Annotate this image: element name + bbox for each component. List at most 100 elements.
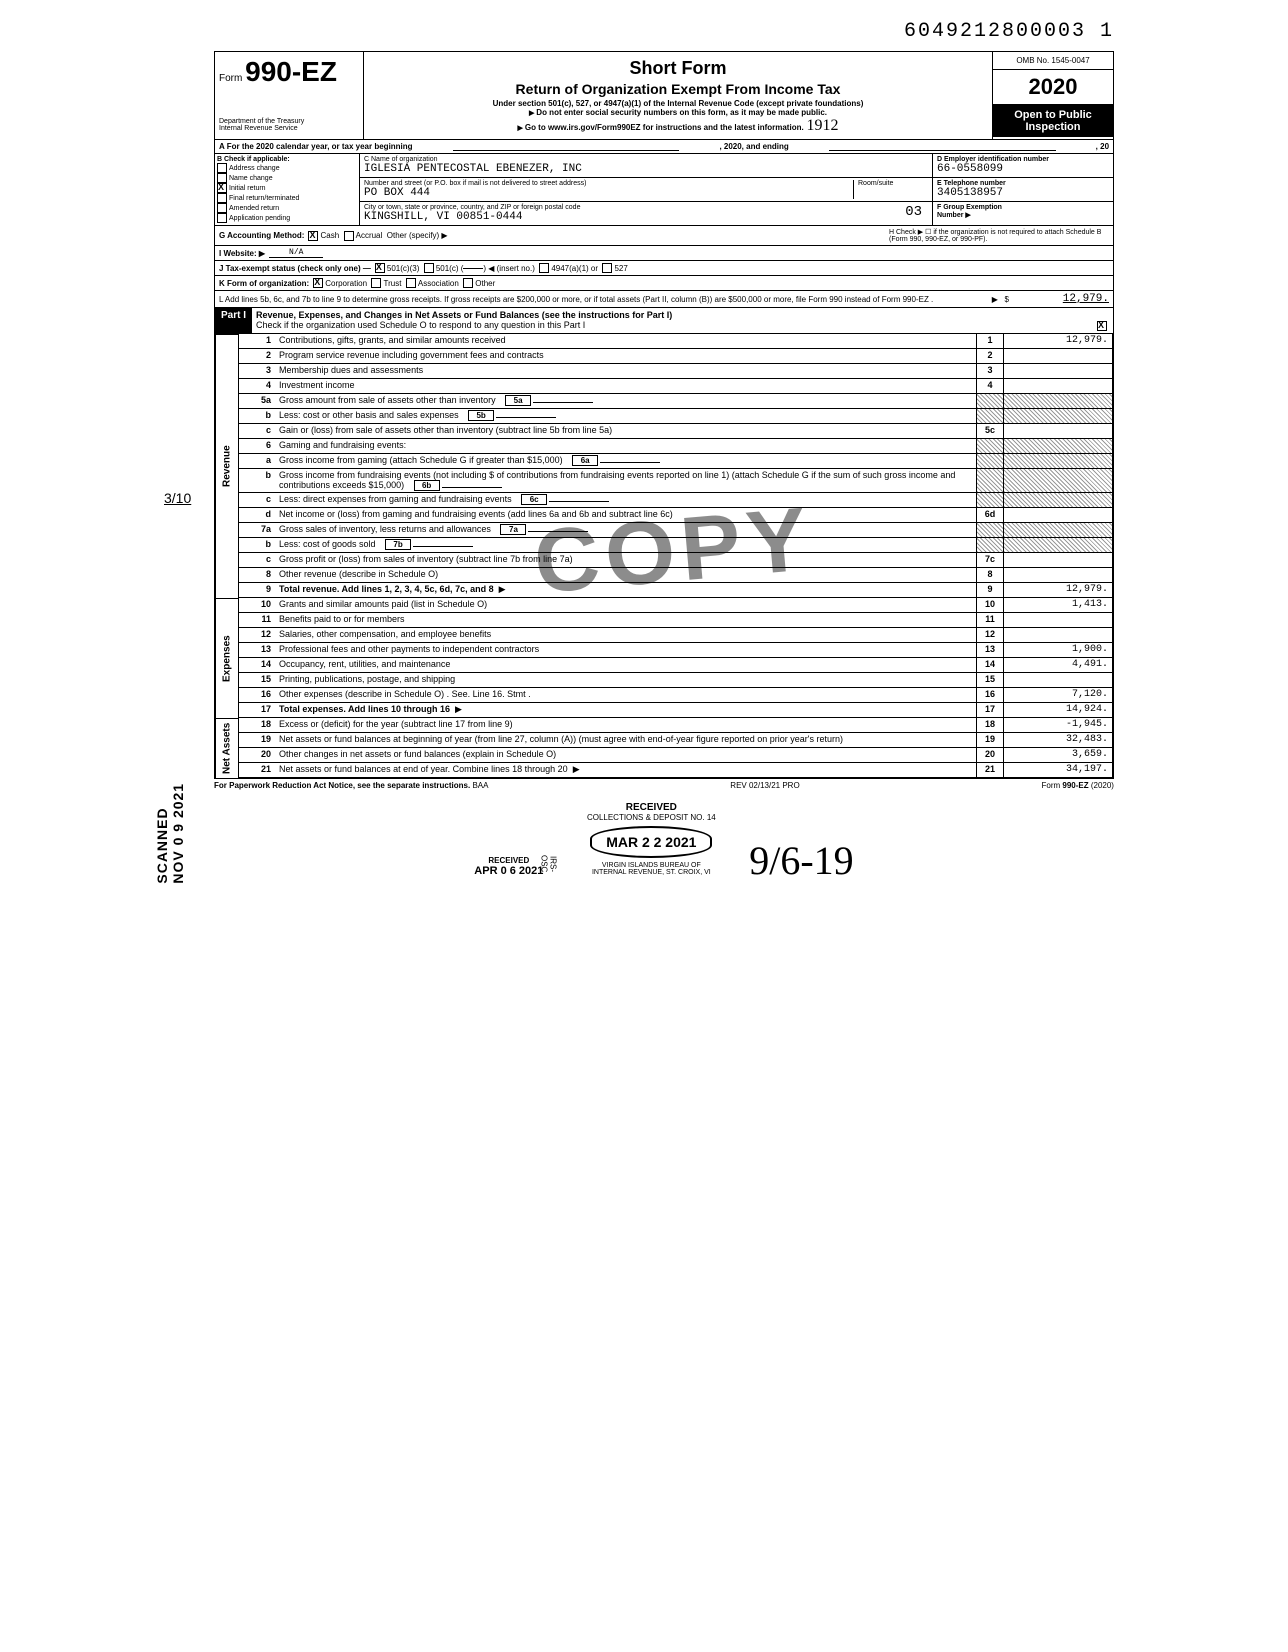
501c3-checkbox[interactable] [375,263,385,273]
b-checkbox-label: Application pending [229,215,290,222]
netassets-section: Net Assets 18Excess or (deficit) for the… [214,718,1114,778]
corp-checkbox[interactable] [313,278,323,288]
checkbox-row: Amended return [217,203,357,213]
line-number: 17 [239,703,277,717]
4947-checkbox[interactable] [539,263,549,273]
line-box-num: 19 [976,733,1004,747]
section-bcd: B Check if applicable: Address changeNam… [214,154,1114,226]
form-line: 6Gaming and fundraising events: [238,439,1113,454]
line-amount [1004,379,1112,393]
line-description: Professional fees and other payments to … [277,643,976,657]
line-amount: 7,120. [1004,688,1112,702]
line-amount: 1,413. [1004,598,1112,612]
line-number: c [239,493,277,507]
line-box-num: 2 [976,349,1004,363]
527-checkbox[interactable] [602,263,612,273]
paperwork-notice: For Paperwork Reduction Act Notice, see … [214,781,470,790]
schedule-o-checkbox[interactable] [1097,321,1107,331]
line-box-shaded [976,469,1004,492]
501c-checkbox[interactable] [424,263,434,273]
line-number: c [239,553,277,567]
form-line: 8Other revenue (describe in Schedule O)8 [238,568,1113,583]
b-checkbox[interactable] [217,203,227,213]
netassets-vlabel: Net Assets [215,718,238,778]
column-d-ids: D Employer identification number 66-0558… [932,154,1113,225]
line-number: 10 [239,598,277,612]
line-description: Gross sales of inventory, less returns a… [277,523,976,537]
line-box-num: 14 [976,658,1004,672]
line-amount: 14,924. [1004,703,1112,717]
year-suffix: 20 [1053,74,1077,99]
scanned-stamp: SCANNED NOV 0 9 2021 [154,780,186,884]
line-box-shaded [976,538,1004,552]
line-box-num: 17 [976,703,1004,717]
line-number: b [239,538,277,552]
line-description: Benefits paid to or for members [277,613,976,627]
line-number: 15 [239,673,277,687]
form-line: 2Program service revenue including gover… [238,349,1113,364]
line-description: Gross income from gaming (attach Schedul… [277,454,976,468]
line-box-num: 16 [976,688,1004,702]
line-description: Excess or (deficit) for the year (subtra… [277,718,976,732]
line-amount: -1,945. [1004,718,1112,732]
line-number: 16 [239,688,277,702]
line-box-num: 1 [976,334,1004,348]
line-number: 6 [239,439,277,453]
line-description: Gross income from fundraising events (no… [277,469,976,492]
line-amount [1004,628,1112,642]
tel-label: E Telephone number [937,180,1109,187]
other-method-label: Other (specify) ▶ [387,231,448,240]
line-description: Other revenue (describe in Schedule O) [277,568,976,582]
group-label2: Number ▶ [937,211,1109,219]
rev-date: REV 02/13/21 PRO [730,781,799,790]
accrual-checkbox[interactable] [344,231,354,241]
org-name-label: C Name of organization [364,156,928,163]
form-line: 4Investment income4 [238,379,1113,394]
line-amount [1004,673,1112,687]
line-description: Less: cost of goods sold 7b [277,538,976,552]
line-box-num: 21 [976,763,1004,777]
line-amount: 12,979. [1004,334,1112,348]
ssn-warning: Do not enter social security numbers on … [372,108,984,117]
part-1-header-row: Part I Revenue, Expenses, and Changes in… [214,308,1114,334]
cash-checkbox[interactable] [308,231,318,241]
line-box-num: 3 [976,364,1004,378]
line-number: b [239,409,277,423]
trust-checkbox[interactable] [371,278,381,288]
tel-value: 3405138957 [937,187,1109,199]
4947-label: 4947(a)(1) or [551,264,598,273]
row-i-website: I Website: ▶ N/A [214,246,1114,261]
assoc-checkbox[interactable] [406,278,416,288]
b-checkbox[interactable] [217,163,227,173]
form-line: 9Total revenue. Add lines 1, 2, 3, 4, 5c… [238,583,1113,598]
form-line: cLess: direct expenses from gaming and f… [238,493,1113,508]
form-line: 21Net assets or fund balances at end of … [238,763,1113,778]
revenue-vlabel: Revenue [215,334,238,598]
line-description: Contributions, gifts, grants, and simila… [277,334,976,348]
form-line: 15Printing, publications, postage, and s… [238,673,1113,688]
line-description: Total revenue. Add lines 1, 2, 3, 4, 5c,… [277,583,976,597]
website-label: I Website: ▶ [219,249,265,258]
b-checkbox[interactable] [217,213,227,223]
b-checkbox-label: Initial return [229,185,266,192]
line-amount-shaded [1004,394,1112,408]
row-a-end: , 20 [1096,142,1109,151]
line-box-num: 11 [976,613,1004,627]
line-number: 12 [239,628,277,642]
line-amount-shaded [1004,493,1112,507]
b-checkbox[interactable] [217,193,227,203]
trust-label: Trust [383,279,401,288]
line-number: d [239,508,277,522]
baa-label: BAA [472,781,488,790]
b-checkbox[interactable] [217,183,227,193]
other-org-checkbox[interactable] [463,278,473,288]
line-amount [1004,553,1112,567]
line-box-shaded [976,454,1004,468]
h-schedule-b-note: H Check ▶ ☐ if the organization is not r… [889,228,1109,243]
line-amount [1004,364,1112,378]
accrual-label: Accrual [356,231,383,240]
open-public-1: Open to Public [995,109,1111,121]
line-description: Net assets or fund balances at end of ye… [277,763,976,777]
line-number: b [239,469,277,492]
line-description: Occupancy, rent, utilities, and maintena… [277,658,976,672]
